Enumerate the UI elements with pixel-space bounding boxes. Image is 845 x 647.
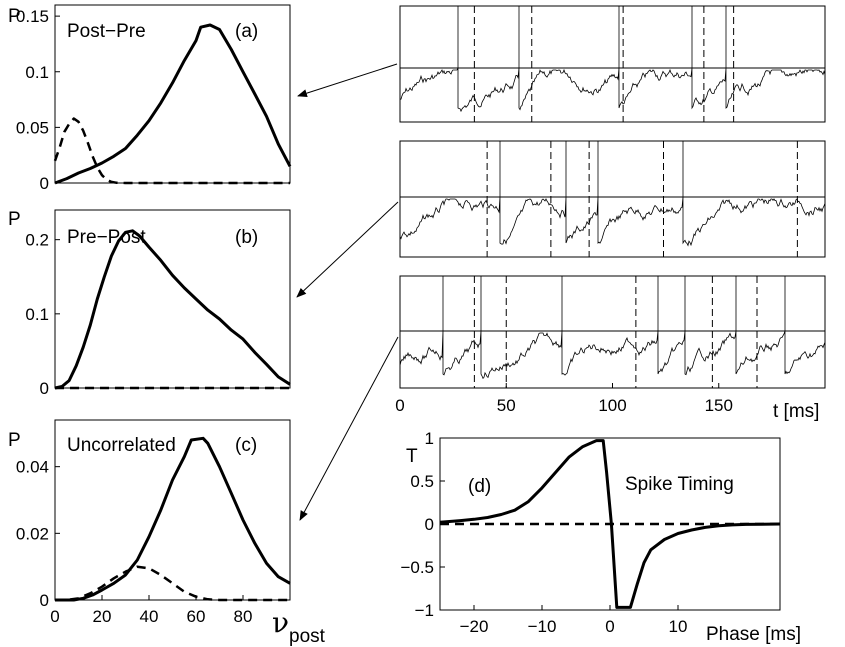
panel-d-xtick-label: 10 [669,617,688,636]
trace-xtick-label: 150 [705,396,733,415]
panel-b-series [54,229,291,390]
panel-d-ytick-label: 0.5 [410,472,434,491]
panel-a-annotation: Post−Pre [67,21,146,42]
arrow-to-panel-a [297,63,398,98]
panel-b-ytick-label: 0.2 [25,231,49,250]
panel-c-xticks: 0 20 40 60 80 [50,595,252,626]
trace-content [399,6,826,388]
trace-xticks: 0 50 100 150 [395,383,733,415]
panel-c-xtick-label: 40 [140,607,159,626]
panel-c-xtick-label: 60 [187,607,206,626]
panel-d-ytick-label: 0 [425,515,434,534]
panel-b-panel-label: (b) [235,227,258,248]
trace-xtick-label: 100 [598,396,626,415]
panel-c-panel-label: (c) [235,435,257,456]
panel-b-series-solid [54,229,291,390]
panel-d-ytick-label: 1 [425,429,434,448]
connector-arrows [296,63,399,521]
membrane-trace [399,276,826,380]
panel-d-annotation: Spike Timing [625,474,734,495]
panel-c-ytick-label: 0.04 [16,458,49,477]
panel-b-ylabel: P [8,209,21,230]
panel-d-series-solid [439,439,781,609]
trace-frame-1 [399,5,826,123]
membrane-trace [399,141,826,247]
panel-c-ytick-label: 0.02 [16,524,49,543]
panel-d-yticks: −1 −0.5 0 0.5 1 [400,429,445,620]
panel-c-annotation: Uncorrelated [67,435,176,456]
panel-d-ytick-label: −0.5 [400,558,434,577]
panel-c-xlabel: ν [272,606,289,639]
trace-xlabel: t [ms] [773,401,819,422]
panel-c-series-solid [55,436,291,602]
panel-c-series [55,436,291,602]
panel-d-ylabel: T [406,446,418,467]
panel-a-series-solid [54,23,292,185]
panel-a-series [53,23,292,185]
panel-a-series-dashed [53,117,290,185]
arrow-to-panel-c [299,336,399,521]
panel-b-yticks: 0 0.1 0.2 [25,231,60,398]
panel-d-panel-label: (d) [468,476,491,497]
panel-b-annotation: Pre−Post [67,227,146,248]
panel-a-ytick-label: 0 [40,174,49,193]
panel-d-ytick-label: −1 [415,601,434,620]
panel-c-yticks: 0 0.02 0.04 [16,458,60,610]
panel-a-ytick-label: 0.1 [25,63,49,82]
panel-c: 0 0.02 0.04 0 20 40 60 80 P Uncorrelated (c) ν… [8,419,326,647]
panel-c-xlabel-sub: post [289,626,326,647]
panel-c-xtick-label: 20 [93,607,112,626]
panel-d-series [439,439,781,609]
panel-d-xticks: −20 −10 0 10 [460,605,688,636]
panel-b-ytick-label: 0 [40,379,49,398]
panel-a: 0 0.05 0.1 0.15 P Post−Pre (a) [8,4,292,193]
arrow-to-panel-b [296,201,399,298]
trace-frame-2 [399,140,826,258]
panel-c-ytick-label: 0 [40,591,49,610]
trace-panels: 0 50 100 150 t [ms] [395,5,826,422]
panel-c-xtick-label: 80 [234,607,253,626]
panel-c-xtick-label: 0 [50,607,59,626]
panel-c-ylabel: P [8,430,21,451]
membrane-trace [399,6,826,113]
panel-b-frame [54,209,291,389]
panel-d-xtick-label: −10 [528,617,557,636]
panel-d-xtick-label: 0 [605,617,614,636]
trace-xtick-label: 0 [395,396,404,415]
panel-c-series-dashed [55,565,290,602]
panel-a-yticks: 0 0.05 0.1 0.15 [16,7,60,193]
panel-a-panel-label: (a) [235,21,258,42]
trace-xtick-label: 50 [497,396,516,415]
panel-a-ytick-label: 0.05 [16,118,49,137]
panel-b: 0 0.1 0.2 P Pre−Post (b) [8,209,291,398]
panel-d-xlabel: Phase [ms] [706,624,801,645]
panel-d: −1 −0.5 0 0.5 1 −20 −10 0 10 T Spike Timing (d)… [400,429,801,645]
panel-c-frame [54,419,291,601]
trace-frame-3 [399,275,826,389]
panel-a-ylabel: P [8,6,21,27]
panel-b-ytick-label: 0.1 [25,305,49,324]
panel-d-xtick-label: −20 [460,617,489,636]
panel-a-ytick-label: 0.15 [16,7,49,26]
